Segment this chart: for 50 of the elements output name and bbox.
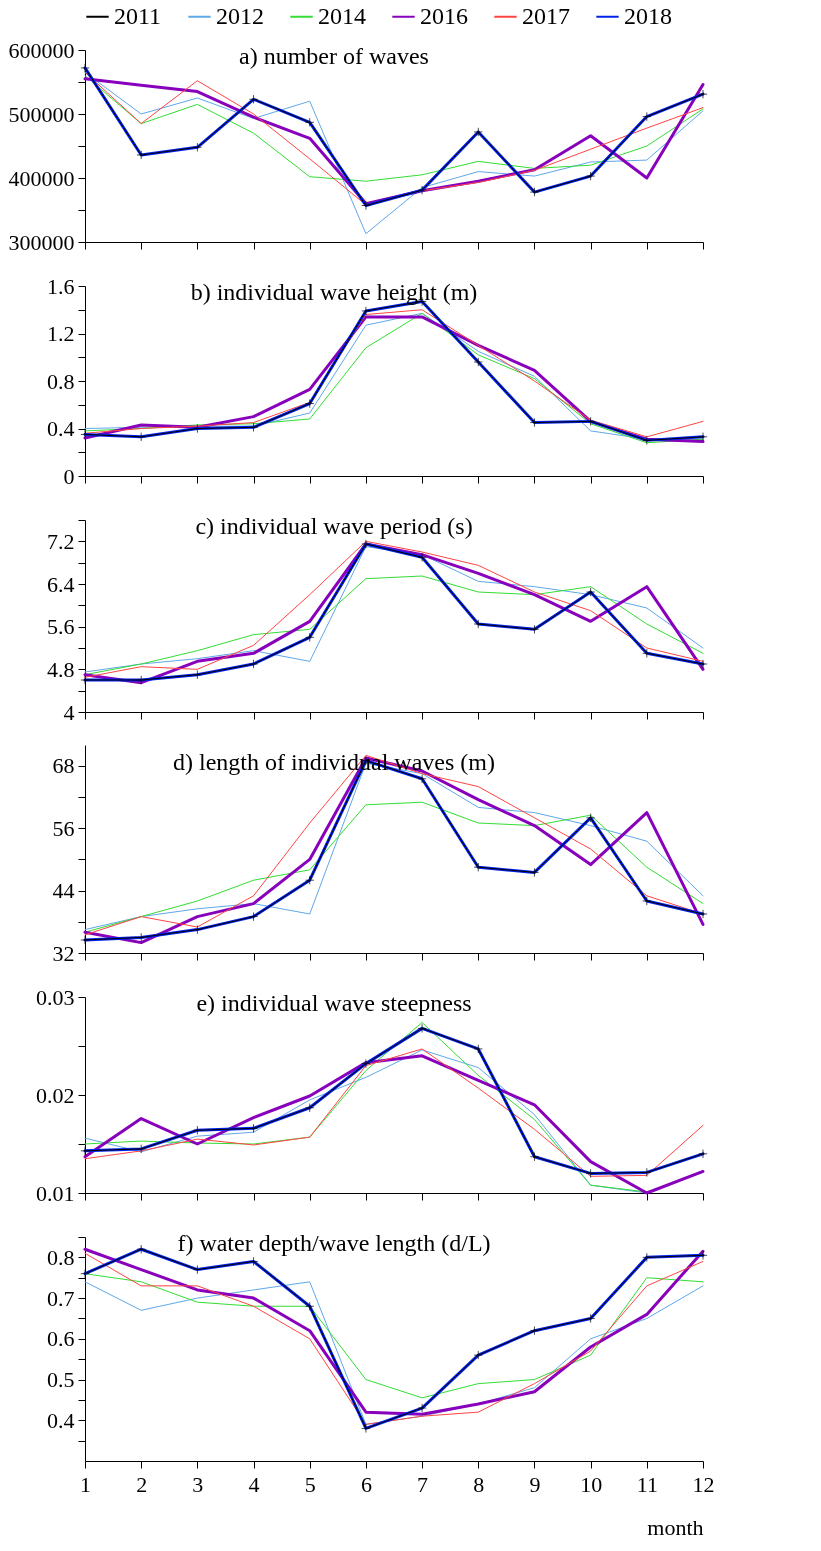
- legend-label: 2011: [114, 2, 162, 29]
- y-tick-label: 500000: [8, 101, 75, 127]
- x-tick-label: 1: [80, 1471, 91, 1497]
- y-tick-label: 0.02: [36, 1082, 75, 1108]
- y-tick-label: 0: [63, 463, 75, 489]
- legend-label: 2016: [420, 2, 468, 29]
- chart-title: b) individual wave height (m): [190, 279, 478, 305]
- y-tick-label: 4.8: [47, 656, 75, 682]
- y-tick-label: 56: [52, 815, 75, 841]
- y-tick-label: 0.03: [36, 984, 75, 1010]
- legend-label: 2017: [522, 2, 570, 29]
- y-tick-label: 32: [52, 940, 75, 966]
- x-tick-label: 10: [580, 1471, 603, 1497]
- chart-title: f) water depth/wave length (d/L): [177, 1230, 491, 1256]
- x-tick-label: 5: [304, 1471, 316, 1497]
- y-tick-label: 0.8: [47, 368, 75, 394]
- y-tick-label: 7.2: [47, 528, 75, 554]
- x-tick-label: 6: [360, 1471, 372, 1497]
- x-tick-label: 12: [692, 1471, 715, 1497]
- y-tick-label: 4: [63, 699, 75, 725]
- x-axis-title: month: [647, 1514, 704, 1540]
- y-tick-label: 0.4: [47, 416, 75, 441]
- y-tick-label: 0.5: [47, 1367, 75, 1393]
- y-tick-label: 1.6: [47, 273, 75, 299]
- legend-label: 2012: [216, 2, 264, 29]
- y-tick-label: 300000: [8, 229, 75, 255]
- y-tick-label: 68: [52, 753, 75, 779]
- y-tick-label: 600000: [8, 37, 75, 63]
- x-tick-label: 7: [417, 1471, 429, 1497]
- y-tick-label: 0.6: [47, 1326, 75, 1352]
- y-tick-label: 0.7: [47, 1285, 75, 1311]
- y-tick-label: 0.01: [36, 1180, 75, 1206]
- y-tick-label: 6.4: [47, 571, 75, 597]
- y-tick-label: 0.4: [47, 1407, 75, 1433]
- y-tick-label: 1.2: [47, 321, 75, 346]
- y-tick-label: 5.6: [47, 614, 75, 640]
- x-tick-label: 9: [529, 1471, 541, 1497]
- y-tick-label: 0.8: [47, 1244, 75, 1270]
- chart-title: a) number of waves: [239, 43, 429, 69]
- y-tick-label: 44: [52, 878, 75, 904]
- legend-label: 2018: [624, 2, 672, 29]
- x-tick-label: 11: [636, 1471, 658, 1497]
- x-tick-label: 2: [136, 1471, 148, 1497]
- chart-title: e) individual wave steepness: [196, 990, 472, 1016]
- y-tick-label: 400000: [8, 165, 75, 191]
- x-tick-label: 3: [192, 1471, 204, 1497]
- chart-title: c) individual wave period (s): [195, 513, 473, 539]
- legend-label: 2014: [318, 2, 366, 29]
- x-tick-label: 4: [248, 1471, 260, 1497]
- x-tick-label: 8: [473, 1471, 485, 1497]
